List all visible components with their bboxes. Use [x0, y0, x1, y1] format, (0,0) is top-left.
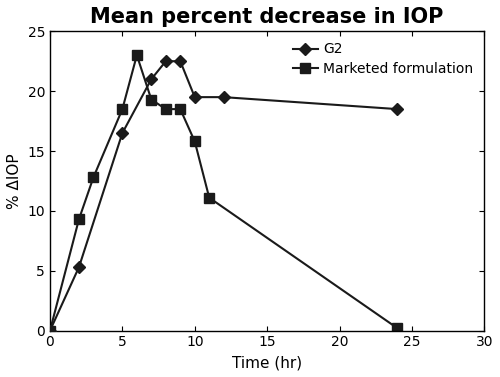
Marketed formulation: [134, 53, 140, 57]
G2: [148, 77, 154, 81]
Marketed formulation: [192, 139, 198, 144]
Legend: G2, Marketed formulation: G2, Marketed formulation: [288, 38, 478, 80]
Marketed formulation: [47, 328, 53, 333]
G2: [163, 59, 169, 63]
Y-axis label: % ΔIOP: % ΔIOP: [7, 153, 22, 209]
Marketed formulation: [120, 107, 126, 111]
G2: [120, 131, 126, 135]
Line: Marketed formulation: Marketed formulation: [45, 51, 403, 336]
Marketed formulation: [394, 326, 400, 331]
Marketed formulation: [163, 107, 169, 111]
Line: G2: G2: [46, 57, 402, 335]
Marketed formulation: [90, 175, 96, 179]
G2: [47, 328, 53, 333]
G2: [178, 59, 184, 63]
X-axis label: Time (hr): Time (hr): [232, 355, 302, 370]
Marketed formulation: [148, 97, 154, 102]
G2: [394, 107, 400, 111]
G2: [76, 265, 82, 270]
Marketed formulation: [206, 195, 212, 200]
G2: [192, 95, 198, 100]
Marketed formulation: [178, 107, 184, 111]
Title: Mean percent decrease in IOP: Mean percent decrease in IOP: [90, 7, 444, 27]
G2: [220, 95, 226, 100]
Marketed formulation: [76, 217, 82, 222]
